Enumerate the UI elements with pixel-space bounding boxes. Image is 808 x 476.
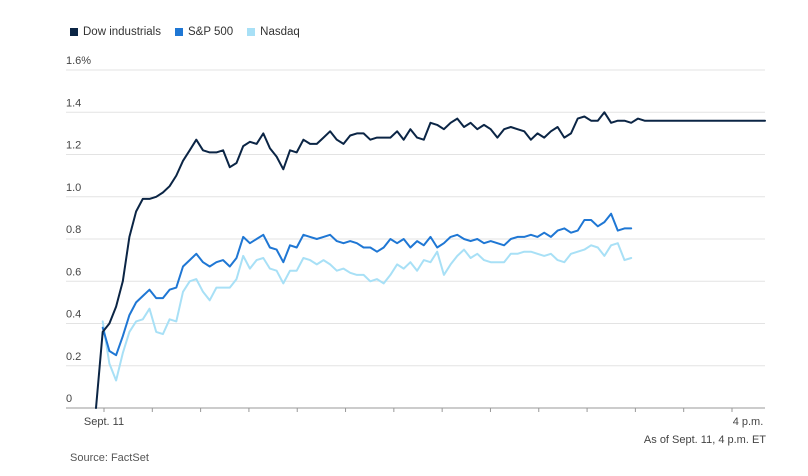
y-tick-label: 0.6 (66, 266, 81, 278)
legend-swatch-dow (70, 28, 78, 36)
y-tick-label: 1.0 (66, 182, 81, 194)
y-tick-label: 0.2 (66, 351, 81, 363)
y-tick-label: 1.2 (66, 140, 81, 152)
chart-legend: Dow industrials S&P 500 Nasdaq (70, 26, 300, 38)
y-tick-label: 1.4 (66, 97, 81, 109)
legend-swatch-sp500 (174, 28, 183, 36)
y-axis-ticks: 0 0.2 0.4 0.6 0.8 1.0 1.2 1.4 1.6% (66, 55, 91, 405)
series-lines (95, 111, 766, 409)
series-line-dow-industrials (95, 111, 766, 409)
y-tick-label: 0.4 (66, 309, 81, 321)
x-tick-label-start: Sept. 11 (84, 416, 124, 428)
legend-label-nasdaq: Nasdaq (260, 26, 300, 38)
x-tick-label-end: 4 p.m. (733, 416, 764, 428)
y-tick-label: 0.8 (66, 224, 81, 236)
legend-item-sp500: S&P 500 (174, 26, 234, 38)
series-line-s-p-500 (101, 212, 633, 357)
legend-label-sp500: S&P 500 (187, 26, 234, 38)
legend-swatch-nasdaq (247, 28, 256, 36)
grid-lines (66, 69, 765, 367)
source-note: Source: FactSet (70, 452, 149, 464)
legend-item-nasdaq: Nasdaq (247, 26, 300, 38)
y-tick-label: 1.6% (66, 55, 91, 67)
legend-item-dow: Dow industrials (70, 26, 161, 38)
series-line-nasdaq (101, 242, 633, 382)
legend-label-dow: Dow industrials (83, 26, 161, 38)
y-tick-label: 0 (66, 393, 72, 405)
x-axis: Sept. 11 4 p.m. (66, 407, 765, 428)
timestamp-note: As of Sept. 11, 4 p.m. ET (643, 434, 766, 446)
